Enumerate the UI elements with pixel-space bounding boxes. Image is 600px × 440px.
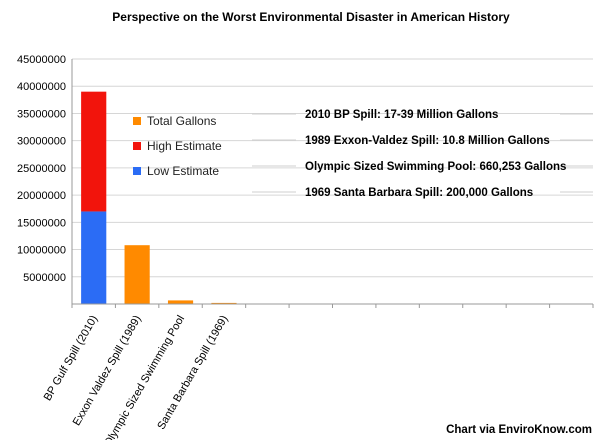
annotation-text: 2010 BP Spill: 17-39 Million Gallons	[305, 109, 498, 121]
annotation-text: Olympic Sized Swimming Pool: 660,253 Gal…	[305, 161, 566, 173]
legend-label: Low Estimate	[147, 164, 219, 178]
grid-layer	[72, 58, 593, 278]
chart-credit: Chart via EnviroKnow.com	[446, 424, 592, 436]
bar-low-estimate	[81, 211, 107, 304]
y-tick-label: 35000000	[17, 108, 66, 120]
bar-total-gallons	[124, 245, 150, 304]
x-tick-label: Olympic Sized Swimming Pool	[102, 314, 187, 440]
legend-swatch	[133, 117, 141, 125]
chart-title: Perspective on the Worst Environmental D…	[112, 10, 510, 24]
bar-high-estimate	[81, 91, 107, 212]
legend-label: High Estimate	[147, 139, 222, 153]
bar-total-gallons	[167, 300, 194, 304]
bars-layer	[81, 91, 237, 305]
legend: Total Gallons High Estimate Low Estimate	[133, 114, 222, 178]
y-tick-label: 25000000	[17, 163, 66, 175]
annotation-text: 1969 Santa Barbara Spill: 200,000 Gallon…	[305, 187, 533, 199]
legend-swatch	[133, 142, 141, 150]
y-tick-label: 15000000	[17, 217, 66, 229]
y-tick-label: 45000000	[17, 54, 66, 66]
y-tick-label: 40000000	[17, 81, 66, 93]
legend-swatch	[133, 167, 141, 175]
annotation-text: 1989 Exxon-Valdez Spill: 10.8 Million Ga…	[305, 135, 550, 147]
y-tick-label: 20000000	[17, 190, 66, 202]
legend-label: Total Gallons	[147, 114, 216, 128]
y-tick-label: 10000000	[17, 245, 66, 257]
y-tick-label: 30000000	[17, 136, 66, 148]
y-tick-label: 5000000	[23, 272, 66, 284]
annotations: 2010 BP Spill: 17-39 Million Gallons 1989…	[252, 109, 593, 199]
